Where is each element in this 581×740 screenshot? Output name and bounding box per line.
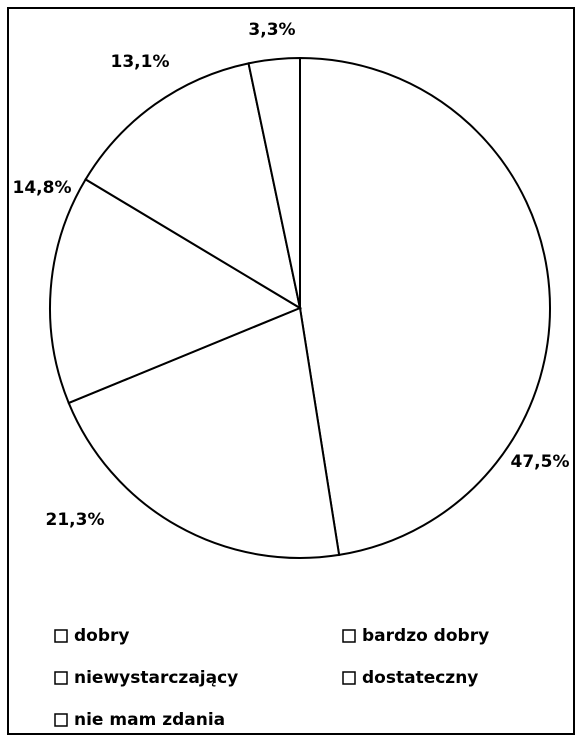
data-label: 21,3%	[46, 510, 105, 530]
legend-swatch	[54, 713, 68, 727]
pie-slice	[299, 56, 551, 557]
legend-swatch	[54, 671, 68, 685]
legend-label: dostateczny	[362, 668, 478, 688]
data-label: 3,3%	[248, 20, 295, 40]
pie-slice	[247, 56, 301, 309]
data-label: 47,5%	[511, 452, 570, 472]
pie-slice	[84, 62, 302, 311]
data-label: 13,1%	[111, 52, 170, 72]
pie-slice	[49, 178, 303, 405]
data-label: 14,8%	[13, 178, 72, 198]
legend-label: dobry	[74, 626, 129, 646]
legend-swatch	[342, 671, 356, 685]
legend-label: niewystarczający	[74, 668, 238, 688]
legend-swatch	[342, 629, 356, 643]
legend-label: nie mam zdania	[74, 710, 225, 730]
legend-swatch	[54, 629, 68, 643]
pie-slice	[67, 306, 341, 559]
legend-label: bardzo dobry	[362, 626, 489, 646]
